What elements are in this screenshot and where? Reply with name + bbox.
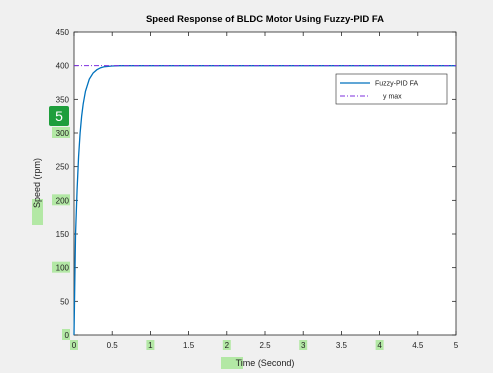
x-axis-ticks: 0 0.5 1 1.5 2 2.5 3 3.5 4 4.5 5 [72, 32, 459, 350]
x-tick-label: 4 [377, 341, 382, 350]
y-tick-label: 450 [56, 28, 70, 37]
y-tick-highlight [52, 127, 70, 138]
x-tick-label: 2 [225, 341, 230, 350]
x-tick-label: 1 [148, 341, 153, 350]
y-tick-label: 400 [56, 62, 70, 71]
y-axis-label-rest: (rpm) [32, 158, 42, 182]
tick-highlights [52, 127, 384, 350]
xlabel-highlight-box [221, 357, 243, 369]
series-group [73, 65, 456, 336]
ylabel-highlight-box [32, 199, 43, 225]
x-tick-label: 2.5 [259, 341, 271, 350]
y-tick-label: 0 [65, 331, 70, 340]
y-axis-ticks: 0 50 100 150 200 250 300 350 400 450 [56, 28, 456, 340]
x-tick-highlight [222, 340, 231, 350]
y-axis-label-group: Speed (rpm) [32, 158, 43, 225]
annotation-badge: 5 [49, 106, 69, 126]
y-tick-label: 300 [56, 129, 70, 138]
legend-label-y-max: y max [383, 94, 402, 101]
x-tick-label: 0 [72, 341, 77, 350]
y-tick-label: 250 [56, 163, 70, 172]
y-tick-highlight [52, 194, 70, 206]
legend-label-fuzzy-pid: Fuzzy-PID FA [375, 81, 419, 88]
y-tick-label: 50 [60, 297, 69, 306]
x-tick-highlight [146, 340, 155, 350]
y-tick-label: 200 [56, 196, 70, 205]
chart-title: Speed Response of BLDC Motor Using Fuzzy… [146, 14, 384, 25]
legend: Fuzzy-PID FA y max [335, 73, 448, 105]
legend-box [335, 73, 448, 105]
y-axis-label-highlight: Speed [32, 182, 42, 208]
x-tick-label: 5 [454, 341, 459, 350]
y-tick-label: 150 [56, 230, 70, 239]
y-tick-highlight [52, 261, 70, 273]
x-axis-label: Time (Second) [236, 358, 295, 368]
x-tick-label: 4.5 [412, 341, 424, 350]
y-tick-label: 350 [56, 95, 70, 104]
x-tick-highlight [299, 340, 308, 350]
y-tick-highlight [62, 329, 70, 340]
x-tick-highlight [375, 340, 384, 350]
y-axis-label: Speed (rpm) [32, 158, 42, 208]
x-axis-label-highlight: Time [236, 358, 256, 368]
x-tick-highlight [70, 340, 78, 350]
x-tick-label: 1.5 [183, 341, 195, 350]
y-tick-label: 100 [56, 264, 70, 273]
x-axis-label-rest: (Second) [255, 358, 294, 368]
x-tick-label: 3.5 [336, 341, 348, 350]
x-tick-label: 3 [301, 341, 306, 350]
x-tick-label: 0.5 [107, 341, 119, 350]
